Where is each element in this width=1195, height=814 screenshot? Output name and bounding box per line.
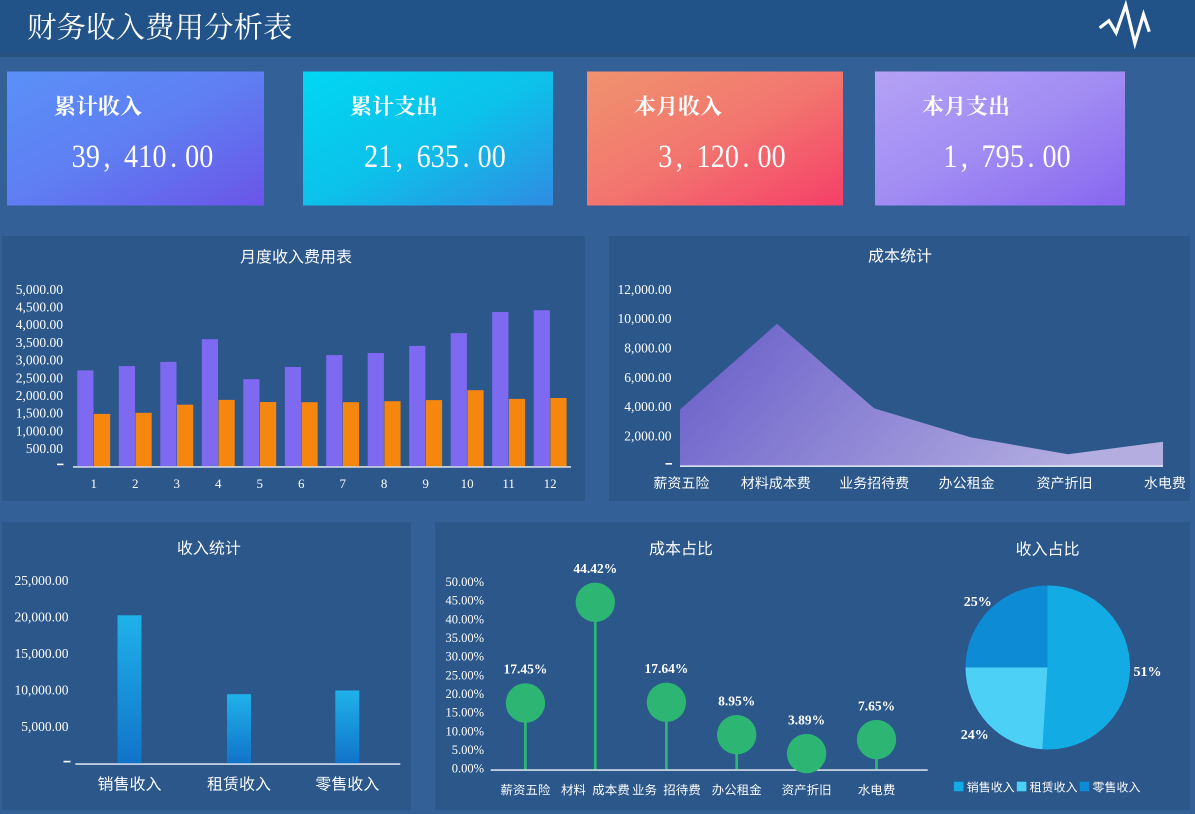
svg-text:,: ,: [961, 138, 968, 175]
svg-text:10,000.00: 10,000.00: [15, 683, 69, 698]
svg-text:.: .: [463, 138, 470, 175]
svg-text:1,500.00: 1,500.00: [16, 406, 64, 421]
svg-text:4,500.00: 4,500.00: [16, 300, 64, 315]
svg-text:50.00%: 50.00%: [445, 575, 484, 589]
svg-text:.: .: [170, 138, 177, 175]
svg-text:20,000.00: 20,000.00: [15, 610, 69, 625]
svg-text:0: 0: [185, 138, 199, 175]
svg-text:12: 12: [544, 476, 557, 491]
svg-text:0.00%: 0.00%: [452, 762, 484, 776]
svg-text:7.65%: 7.65%: [858, 698, 895, 713]
svg-text:,: ,: [676, 138, 683, 175]
svg-text:7: 7: [981, 138, 995, 175]
svg-text:,: ,: [104, 138, 111, 175]
svg-text:8: 8: [381, 476, 388, 491]
svg-text:3.89%: 3.89%: [788, 712, 825, 727]
svg-text:1: 1: [91, 476, 98, 491]
svg-text:9: 9: [86, 138, 100, 175]
svg-text:2: 2: [364, 138, 378, 175]
svg-text:0: 0: [199, 138, 213, 175]
svg-text:0: 0: [152, 138, 166, 175]
svg-text:4: 4: [124, 138, 138, 175]
svg-text:3: 3: [431, 138, 445, 175]
svg-text:5,000.00: 5,000.00: [21, 719, 69, 734]
svg-text:25,000.00: 25,000.00: [15, 573, 69, 588]
svg-text:30.00%: 30.00%: [445, 650, 484, 664]
svg-text:11: 11: [502, 476, 515, 491]
svg-text:1: 1: [696, 138, 710, 175]
svg-text:3: 3: [173, 476, 180, 491]
svg-text:44.42%: 44.42%: [573, 561, 617, 576]
svg-text:5: 5: [1010, 138, 1024, 175]
svg-text:1: 1: [378, 138, 392, 175]
svg-text:5,000.00: 5,000.00: [16, 282, 64, 297]
svg-text:5.00%: 5.00%: [452, 743, 484, 757]
svg-text:9: 9: [996, 138, 1010, 175]
svg-text:3: 3: [72, 138, 86, 175]
svg-text:6: 6: [417, 138, 431, 175]
svg-text:3,500.00: 3,500.00: [16, 335, 64, 350]
svg-text:5: 5: [445, 138, 459, 175]
svg-text:15,000.00: 15,000.00: [15, 646, 69, 661]
svg-text:7: 7: [339, 476, 346, 491]
svg-text:24%: 24%: [961, 728, 989, 743]
svg-text:6: 6: [298, 476, 305, 491]
svg-text:8,000.00: 8,000.00: [624, 340, 672, 355]
svg-text:10.00%: 10.00%: [445, 724, 484, 738]
svg-text:25.00%: 25.00%: [445, 668, 484, 682]
svg-text:10: 10: [461, 476, 474, 491]
svg-text:0: 0: [772, 138, 786, 175]
svg-text:10,000.00: 10,000.00: [618, 311, 672, 326]
svg-text:3,000.00: 3,000.00: [16, 353, 64, 368]
svg-text:.: .: [1027, 138, 1034, 175]
svg-text:35.00%: 35.00%: [445, 631, 484, 645]
svg-text:1,000.00: 1,000.00: [16, 423, 64, 438]
svg-text:0: 0: [725, 138, 739, 175]
svg-text:4,000.00: 4,000.00: [624, 399, 672, 414]
svg-text:1: 1: [138, 138, 152, 175]
svg-text:9: 9: [422, 476, 429, 491]
svg-text:0: 0: [492, 138, 506, 175]
svg-text:8.95%: 8.95%: [718, 693, 755, 708]
svg-text:3: 3: [658, 138, 672, 175]
svg-text:40.00%: 40.00%: [445, 612, 484, 626]
svg-text:2,000.00: 2,000.00: [624, 428, 672, 443]
svg-text:6,000.00: 6,000.00: [624, 370, 672, 385]
svg-text:500.00: 500.00: [26, 441, 63, 456]
svg-text:25%: 25%: [964, 595, 992, 610]
svg-text:2: 2: [711, 138, 725, 175]
svg-text:2,500.00: 2,500.00: [16, 370, 64, 385]
svg-text:0: 0: [478, 138, 492, 175]
svg-text:4: 4: [215, 476, 222, 491]
svg-text:17.45%: 17.45%: [503, 662, 547, 677]
svg-text:0: 0: [1042, 138, 1056, 175]
svg-text:17.64%: 17.64%: [644, 661, 688, 676]
svg-text:,: ,: [396, 138, 403, 175]
svg-text:.: .: [742, 138, 749, 175]
svg-text:20.00%: 20.00%: [445, 687, 484, 701]
svg-text:4,000.00: 4,000.00: [16, 317, 64, 332]
svg-text:1: 1: [943, 138, 957, 175]
svg-text:2,000.00: 2,000.00: [16, 388, 64, 403]
svg-text:0: 0: [1057, 138, 1071, 175]
svg-text:15.00%: 15.00%: [445, 706, 484, 720]
svg-text:12,000.00: 12,000.00: [618, 282, 672, 297]
svg-text:45.00%: 45.00%: [445, 594, 484, 608]
svg-text:0: 0: [757, 138, 771, 175]
svg-text:51%: 51%: [1134, 665, 1162, 680]
svg-text:5: 5: [256, 476, 263, 491]
svg-text:2: 2: [132, 476, 139, 491]
